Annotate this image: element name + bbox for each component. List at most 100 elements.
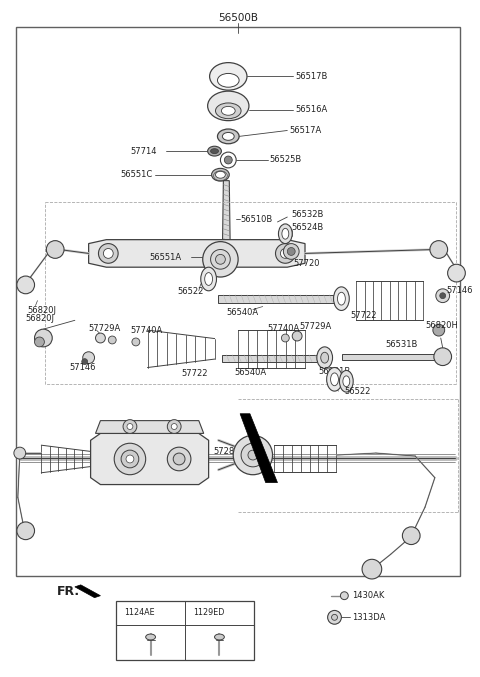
- Circle shape: [14, 447, 26, 459]
- Ellipse shape: [201, 267, 216, 291]
- Text: 56820J: 56820J: [28, 306, 57, 315]
- Circle shape: [440, 292, 445, 299]
- Text: 1430AK: 1430AK: [352, 591, 384, 600]
- Circle shape: [233, 435, 273, 475]
- Text: 57740A: 57740A: [130, 326, 162, 334]
- Text: 57146: 57146: [69, 363, 96, 372]
- Polygon shape: [342, 354, 437, 359]
- Circle shape: [328, 611, 341, 624]
- Bar: [116, 600, 254, 659]
- Text: 56524B: 56524B: [291, 223, 324, 232]
- Circle shape: [173, 453, 185, 465]
- Circle shape: [103, 248, 113, 259]
- Circle shape: [114, 443, 145, 475]
- Circle shape: [281, 334, 289, 342]
- Ellipse shape: [145, 634, 156, 640]
- Circle shape: [216, 255, 225, 264]
- Circle shape: [283, 244, 299, 259]
- Circle shape: [434, 348, 452, 366]
- Polygon shape: [89, 240, 305, 267]
- Polygon shape: [218, 294, 336, 303]
- Text: 57729A: 57729A: [89, 324, 121, 332]
- Text: 56517A: 56517A: [289, 126, 322, 135]
- Polygon shape: [240, 414, 277, 483]
- Circle shape: [123, 420, 137, 433]
- Ellipse shape: [317, 347, 333, 368]
- Circle shape: [340, 592, 348, 600]
- Ellipse shape: [217, 73, 239, 87]
- Circle shape: [17, 522, 35, 540]
- Circle shape: [132, 338, 140, 346]
- Text: 56521B: 56521B: [319, 367, 351, 376]
- Text: 57714: 57714: [130, 147, 156, 156]
- Ellipse shape: [339, 370, 353, 392]
- Circle shape: [288, 248, 295, 255]
- Polygon shape: [91, 433, 209, 485]
- Text: 56820H: 56820H: [425, 321, 458, 330]
- Circle shape: [203, 242, 238, 277]
- Ellipse shape: [327, 368, 342, 391]
- Ellipse shape: [217, 129, 239, 144]
- Circle shape: [436, 289, 450, 303]
- Circle shape: [448, 264, 465, 282]
- Circle shape: [35, 329, 52, 347]
- Text: 57740A: 57740A: [268, 324, 300, 332]
- Text: FR.: FR.: [57, 585, 80, 598]
- Text: 1313DA: 1313DA: [352, 613, 385, 622]
- Circle shape: [126, 455, 134, 463]
- Circle shape: [248, 450, 258, 460]
- Ellipse shape: [208, 146, 221, 156]
- Ellipse shape: [331, 373, 338, 386]
- Ellipse shape: [211, 149, 218, 154]
- Text: 56522: 56522: [344, 387, 371, 395]
- Text: 57729A: 57729A: [299, 322, 331, 330]
- Circle shape: [220, 152, 236, 168]
- Text: 56532B: 56532B: [291, 210, 324, 219]
- Circle shape: [82, 359, 88, 364]
- Bar: [16, 27, 460, 576]
- Text: 56500B: 56500B: [218, 14, 258, 24]
- Text: 57146: 57146: [446, 286, 473, 295]
- Circle shape: [168, 420, 181, 433]
- Polygon shape: [75, 585, 100, 598]
- Text: 57722: 57722: [181, 369, 207, 378]
- Text: 57722: 57722: [350, 311, 377, 320]
- Circle shape: [362, 559, 382, 579]
- Text: 56516A: 56516A: [295, 106, 327, 114]
- Ellipse shape: [222, 133, 234, 140]
- Ellipse shape: [216, 171, 225, 178]
- Circle shape: [224, 156, 232, 164]
- Text: 57280: 57280: [214, 447, 240, 456]
- Text: 1129ED: 1129ED: [193, 608, 224, 617]
- Circle shape: [332, 615, 337, 620]
- Circle shape: [121, 450, 139, 468]
- Ellipse shape: [208, 91, 249, 121]
- Circle shape: [127, 424, 133, 429]
- Ellipse shape: [210, 62, 247, 90]
- Circle shape: [98, 244, 118, 263]
- Ellipse shape: [343, 376, 350, 387]
- Circle shape: [35, 337, 44, 347]
- Circle shape: [211, 250, 230, 269]
- Text: 1124AE: 1124AE: [124, 608, 155, 617]
- Circle shape: [108, 336, 116, 344]
- Polygon shape: [222, 181, 230, 251]
- Ellipse shape: [216, 103, 241, 118]
- Circle shape: [171, 424, 177, 429]
- Circle shape: [241, 443, 264, 467]
- Polygon shape: [96, 420, 204, 433]
- Text: 56540A: 56540A: [234, 368, 266, 377]
- Text: 56531B: 56531B: [385, 341, 418, 349]
- Circle shape: [83, 352, 95, 364]
- Text: 56540A: 56540A: [227, 308, 258, 317]
- Ellipse shape: [282, 228, 289, 239]
- Circle shape: [430, 240, 448, 259]
- Circle shape: [276, 244, 295, 263]
- Circle shape: [168, 447, 191, 471]
- Circle shape: [96, 333, 105, 343]
- Circle shape: [433, 324, 444, 336]
- Text: 56510B: 56510B: [240, 215, 272, 223]
- Ellipse shape: [337, 292, 345, 305]
- Ellipse shape: [212, 169, 229, 181]
- Ellipse shape: [215, 634, 224, 640]
